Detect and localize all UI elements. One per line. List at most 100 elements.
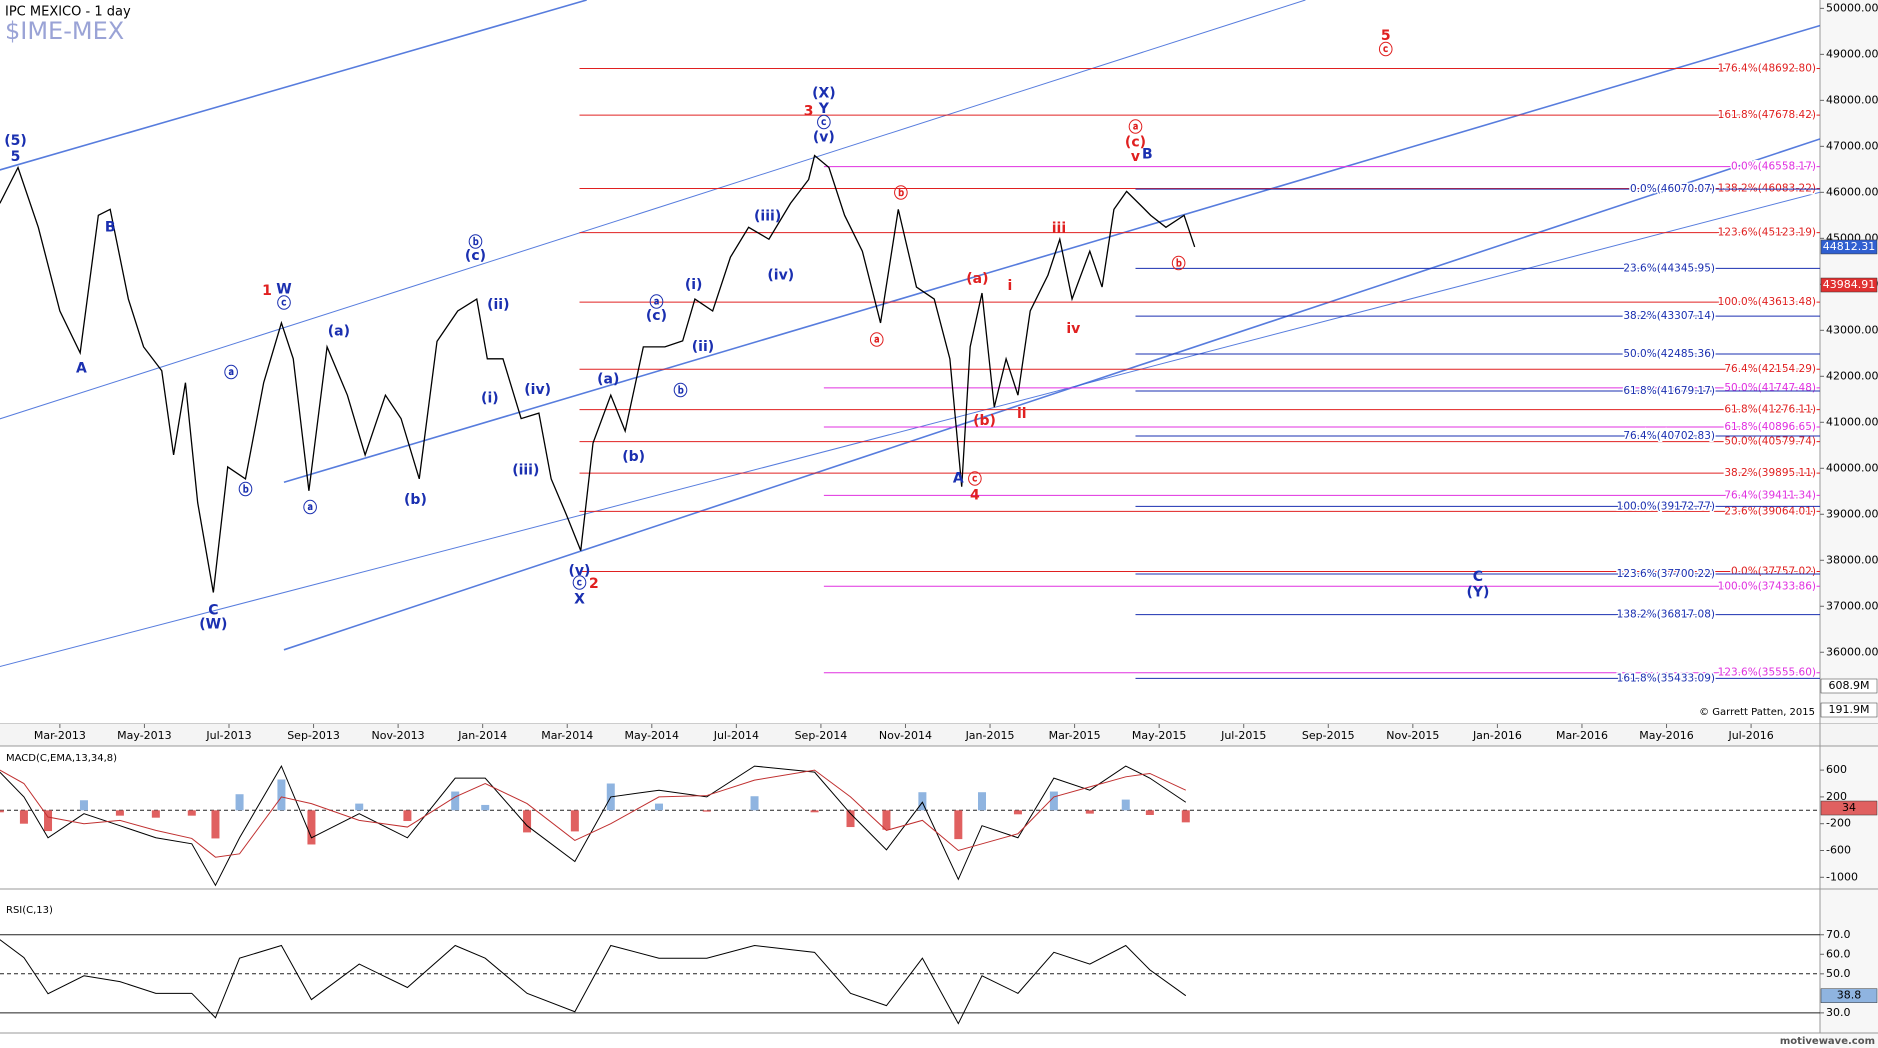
histogram-bar bbox=[1121, 799, 1130, 811]
fib-label: 76.4%(42154.29) bbox=[1724, 363, 1816, 375]
fib-label: 76.4%(40702.83) bbox=[1623, 430, 1715, 442]
histogram-bar bbox=[44, 810, 53, 832]
y-tick-label: 41000.00 bbox=[1826, 415, 1878, 428]
histogram-bar bbox=[846, 810, 855, 828]
wave-label: 5 bbox=[11, 149, 21, 165]
x-tick-label: Mar-2014 bbox=[541, 729, 593, 742]
wave-label: (ii) bbox=[487, 297, 509, 313]
fib-label: 100.0%(37433.86) bbox=[1718, 580, 1816, 592]
wave-label: (iv) bbox=[524, 382, 551, 398]
histogram-bar bbox=[1049, 791, 1058, 811]
x-tick-label: Jul-2016 bbox=[1727, 729, 1773, 742]
wave-label: (X) bbox=[812, 85, 836, 101]
y-tick-label: -600 bbox=[1826, 843, 1851, 856]
wave-label: (b) bbox=[404, 492, 427, 508]
y-tick-label: 42000.00 bbox=[1826, 369, 1878, 382]
wave-label: 4 bbox=[970, 487, 980, 503]
histogram-bar bbox=[918, 792, 927, 811]
x-tick-label: Jan-2015 bbox=[965, 729, 1015, 742]
wave-label: ⓑ bbox=[468, 234, 482, 251]
histogram-bar bbox=[151, 810, 160, 818]
histogram-bar bbox=[978, 792, 987, 811]
wave-label: ⓒ bbox=[277, 295, 291, 312]
wave-label: (c) bbox=[1125, 134, 1146, 150]
wave-label: (Y) bbox=[1466, 584, 1489, 600]
wave-label: i bbox=[1008, 278, 1013, 294]
x-tick-label: Sep-2013 bbox=[287, 729, 340, 742]
fib-label: 138.2%(36817.08) bbox=[1617, 609, 1715, 621]
wave-label: ⓐ bbox=[649, 294, 663, 311]
channel-line bbox=[283, 24, 1820, 484]
y-tick-label: 70.0 bbox=[1826, 928, 1851, 941]
wave-label: B bbox=[1142, 146, 1153, 162]
fib-label: 0.0%(46558.17) bbox=[1731, 161, 1816, 173]
x-tick-label: Nov-2014 bbox=[879, 729, 932, 742]
fib-label: 38.2%(39895.11) bbox=[1724, 467, 1816, 479]
price-tag bbox=[1820, 988, 1878, 1003]
wave-label: X bbox=[574, 592, 585, 608]
wave-label: (c) bbox=[465, 248, 486, 264]
fib-label: 61.8%(41276.11) bbox=[1724, 404, 1816, 416]
fib-label: 0.0%(46070.07) bbox=[1630, 183, 1715, 195]
y-tick-label: 50.0 bbox=[1826, 967, 1851, 980]
wave-label: (a) bbox=[328, 324, 350, 340]
wave-label: (i) bbox=[481, 391, 499, 407]
histogram-bar bbox=[115, 810, 124, 816]
wave-label: ii bbox=[1017, 406, 1027, 422]
price-tag bbox=[1820, 277, 1878, 293]
channel-line bbox=[0, 191, 1820, 668]
x-tick-label: Jan-2014 bbox=[457, 729, 507, 742]
fib-label: 50.0%(42485.36) bbox=[1623, 348, 1715, 360]
histogram-bar bbox=[451, 791, 460, 811]
histogram-bar bbox=[570, 810, 579, 832]
fib-label: 176.4%(48692.80) bbox=[1718, 62, 1816, 74]
price-tag bbox=[1820, 800, 1878, 816]
wave-label: (i) bbox=[685, 277, 703, 293]
fib-label: 100.0%(39172.77) bbox=[1617, 500, 1715, 512]
wave-label: ⓑ bbox=[238, 482, 252, 499]
histogram-bar bbox=[1013, 810, 1022, 815]
wave-label: Y bbox=[818, 101, 830, 117]
price-tag bbox=[1820, 239, 1878, 255]
y-tick-label: 200 bbox=[1826, 790, 1847, 803]
wave-label: (v) bbox=[569, 563, 591, 579]
price-tag-label: 44812.31 bbox=[1823, 240, 1876, 253]
credit: © Garrett Patten, 2015 bbox=[1699, 707, 1815, 718]
wave-label: (ii) bbox=[692, 339, 714, 355]
x-tick-label: May-2015 bbox=[1132, 729, 1187, 742]
fib-label: 23.6%(44345.95) bbox=[1623, 262, 1715, 274]
price-axis-panel bbox=[1820, 0, 1878, 1048]
y-tick-label: 49000.00 bbox=[1826, 47, 1878, 60]
fib-label: 123.6%(45123.19) bbox=[1718, 227, 1816, 239]
volume-tag bbox=[1820, 702, 1878, 718]
fib-label: 0.0%(37757.02) bbox=[1731, 565, 1816, 577]
overlay: 176.4%(48692.80)161.8%(47678.42)138.2%(4… bbox=[0, 0, 1820, 686]
wave-label: iii bbox=[1052, 221, 1066, 237]
wave-label: ⓑ bbox=[674, 382, 688, 399]
panel-title: RSI(C,13) bbox=[6, 905, 53, 916]
histogram-bar bbox=[403, 810, 412, 822]
x-tick-label: May-2013 bbox=[117, 729, 172, 742]
histogram-bar bbox=[211, 810, 220, 839]
x-tick-label: Mar-2015 bbox=[1049, 729, 1101, 742]
wave-label: A bbox=[953, 471, 964, 487]
chart-title: IPC MEXICO - 1 day bbox=[5, 5, 131, 20]
histogram-bar bbox=[1181, 810, 1190, 823]
x-tick-label: Jul-2014 bbox=[713, 729, 759, 742]
y-tick-label: 40000.00 bbox=[1826, 461, 1878, 474]
y-tick-label: 50000.00 bbox=[1826, 1, 1878, 14]
wave-label: 2 bbox=[589, 576, 599, 592]
wave-label: ⓒ bbox=[817, 114, 831, 131]
fib-label: 123.6%(35555.60) bbox=[1718, 667, 1816, 679]
wave-label: ⓒ bbox=[572, 575, 586, 592]
y-tick-label: 46000.00 bbox=[1826, 185, 1878, 198]
histogram-bar bbox=[0, 810, 4, 813]
price-line bbox=[0, 154, 1196, 593]
x-tick-label: Jan-2016 bbox=[1472, 729, 1522, 742]
wave-label: B bbox=[105, 219, 116, 235]
volume-tag-label: 608.9M bbox=[1829, 679, 1870, 692]
wave-label: C bbox=[1473, 569, 1483, 585]
plot-layer: 36000.00 37000.00 38000.00 39000.00 40000.00… bbox=[0, 0, 1878, 1025]
histogram-bar bbox=[187, 810, 196, 816]
